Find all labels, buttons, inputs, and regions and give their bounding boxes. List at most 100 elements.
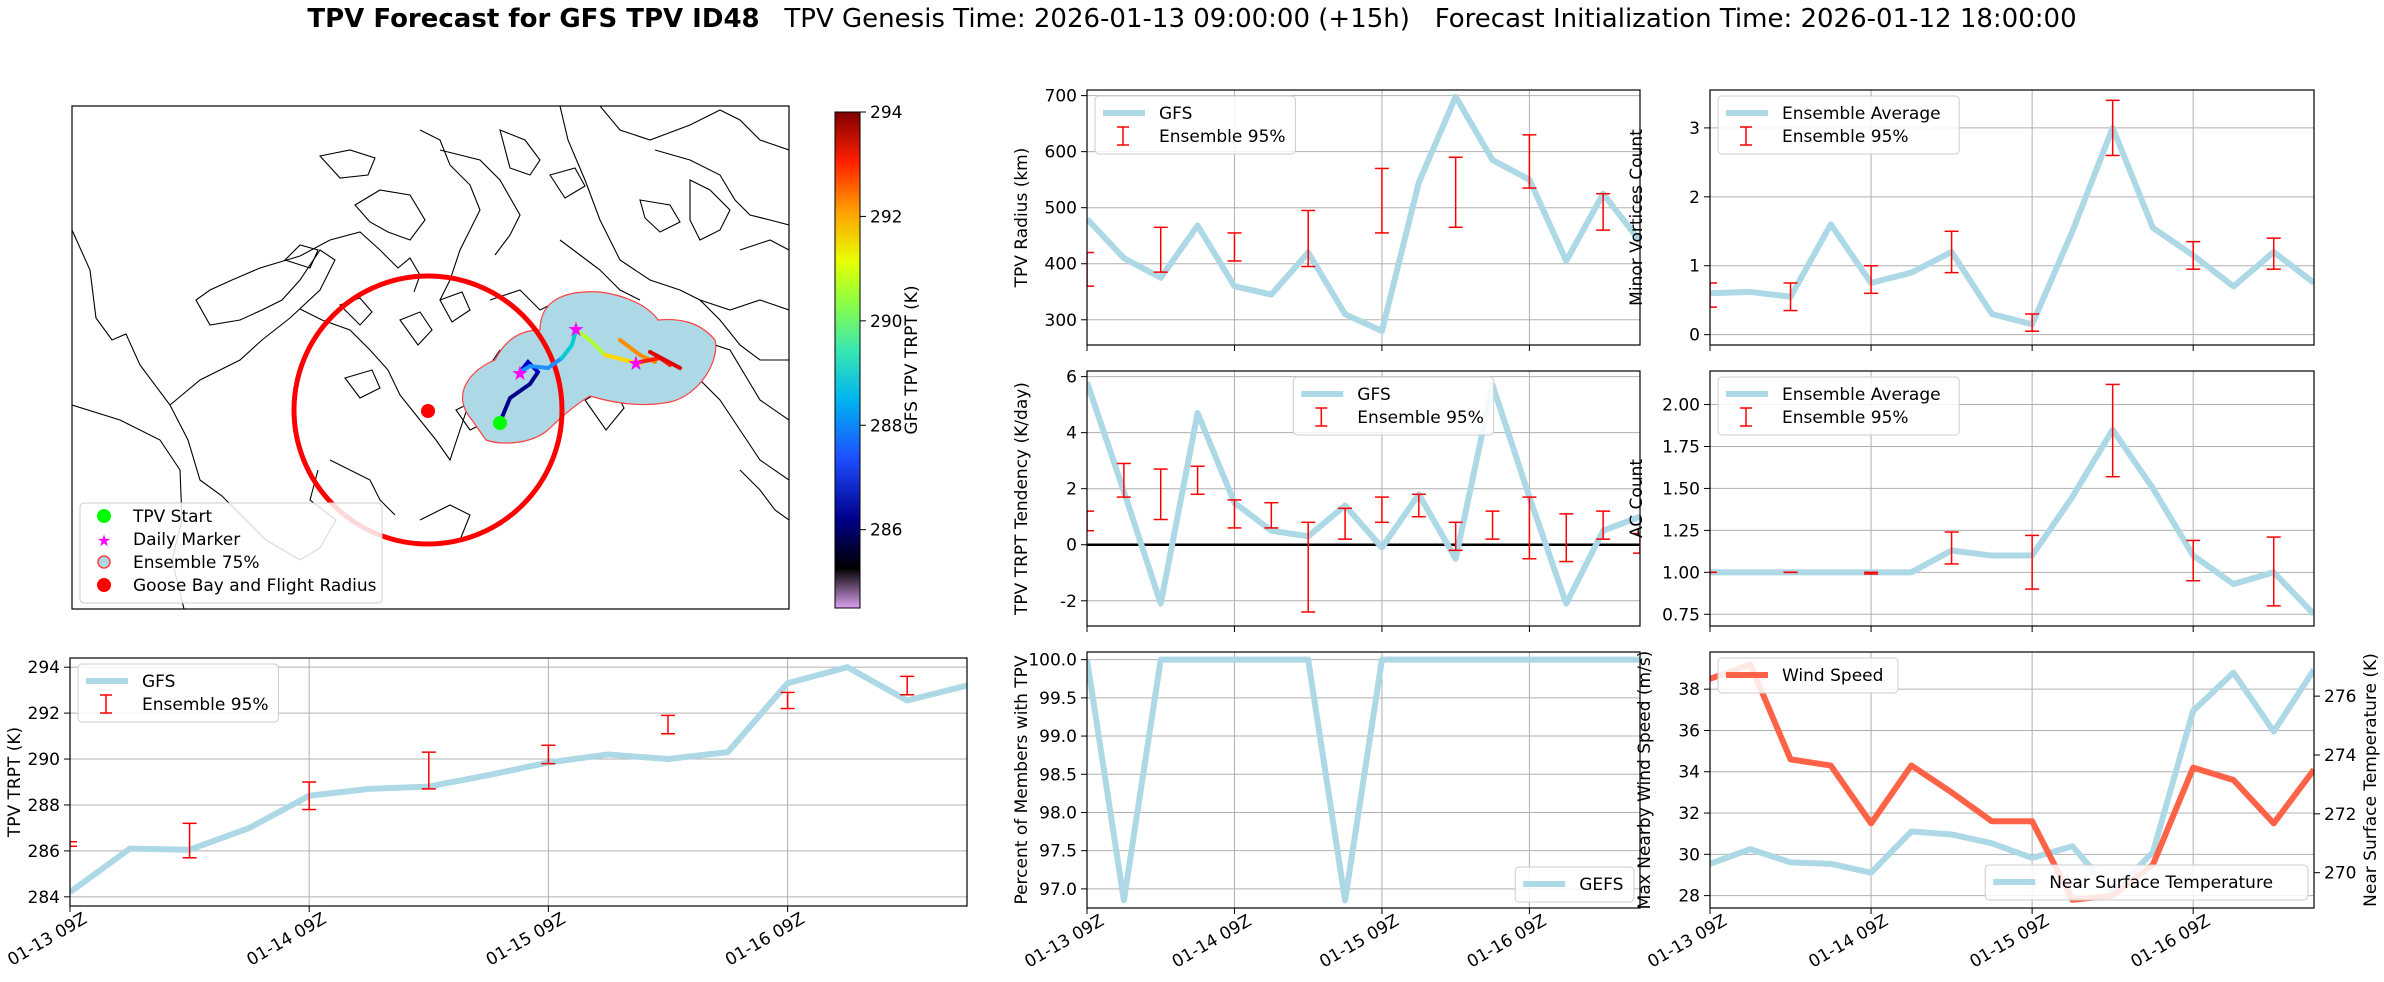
radius-legend-label-0: GFS bbox=[1159, 104, 1192, 124]
tpv-start-marker bbox=[493, 416, 507, 430]
wind-xtick-label-3: 01-16 09Z bbox=[2128, 911, 2214, 972]
wind-legend: Wind Speed bbox=[1717, 657, 1899, 694]
wind-ytick-label-1: 30 bbox=[1678, 845, 1700, 865]
tendency-errorbar-5 bbox=[1264, 501, 1279, 529]
chart-ac: 0.75 1.00 1.25 1.50 1.75 2.00 AC Count Ensemble… bbox=[1627, 370, 2315, 632]
trpt-main-line bbox=[70, 664, 967, 895]
ac-errorbar-5 bbox=[2105, 383, 2120, 478]
tendency-errorbar-10 bbox=[1448, 521, 1463, 552]
wind-ytick-label-4: 36 bbox=[1678, 721, 1700, 741]
genesis-time: TPV Genesis Time: 2026-01-13 09:00:00 (+… bbox=[784, 4, 1410, 34]
percent-legend-box bbox=[1514, 866, 1635, 903]
wind-legend-label-0: Wind Speed bbox=[1782, 666, 1883, 686]
minor-errorbar-0 bbox=[1710, 282, 1717, 308]
trpt-errorbar-5 bbox=[661, 714, 675, 735]
chart-tendency: -2 0 2 4 6 TPV TRPT Tendency (K/day) GFS Ensemb… bbox=[1012, 368, 1641, 632]
legend-ensemble-icon bbox=[97, 555, 111, 569]
ac-plot-area bbox=[1710, 383, 2314, 617]
daily-markers: ★ ★ ★ bbox=[511, 317, 645, 385]
minor-errorbar-1 bbox=[1783, 282, 1798, 312]
trpt-frame bbox=[69, 657, 968, 907]
colorbar-label: GFS TPV TRPT (K) bbox=[902, 285, 922, 434]
chart-radius: 300 400 500 600 700 TPV Radius (km) GFS Ensembl… bbox=[1012, 87, 1641, 351]
daily-marker-2: ★ bbox=[511, 361, 529, 385]
tendency-errorbar-8 bbox=[1374, 496, 1389, 524]
minor-errorbar-3 bbox=[1944, 230, 1959, 274]
tendency-legend: GFS Ensemble 95% bbox=[1292, 376, 1495, 436]
trpt-errorbar-0 bbox=[70, 840, 77, 848]
ac-errorbar-4 bbox=[2025, 534, 2040, 590]
minor-errorbar-6 bbox=[2186, 240, 2201, 270]
wind-ytick-label-3: 34 bbox=[1678, 763, 1700, 783]
tendency-frame bbox=[1086, 370, 1641, 627]
wind-ylabel: Max Nearby Wind Speed (m/s) bbox=[1635, 651, 1655, 910]
minor-errorbar-4 bbox=[2025, 313, 2040, 332]
percent-ytick-label-3: 98.5 bbox=[1039, 765, 1077, 785]
legend-daily-marker-icon: ★ bbox=[97, 531, 111, 550]
radius-errorbar-7 bbox=[1596, 192, 1611, 231]
ac-main-line bbox=[1710, 426, 2314, 617]
daily-marker-1: ★ bbox=[567, 317, 585, 341]
ac-frame bbox=[1709, 370, 2315, 627]
radius-legend-label-1: Ensemble 95% bbox=[1159, 127, 1286, 147]
minor-errorbar-7 bbox=[2266, 237, 2281, 270]
percent-ytick-label-0: 97.0 bbox=[1039, 880, 1077, 900]
tendency-legend-box bbox=[1292, 376, 1495, 436]
wind-legend-2: Near Surface Temperature bbox=[1984, 864, 2309, 901]
figure-title: TPV Forecast for GFS TPV ID48 TPV Genesi… bbox=[0, 4, 2384, 34]
ac-ytick-label-1: 1.00 bbox=[1662, 563, 1700, 583]
ac-legend-label-0: Ensemble Average bbox=[1782, 385, 1941, 405]
init-time: Forecast Initialization Time: 2026-01-12… bbox=[1434, 4, 2077, 34]
tendency-plot-area bbox=[1087, 381, 1640, 613]
ac-errorbar-3 bbox=[1944, 531, 1959, 565]
tendency-errorbar-14 bbox=[1596, 510, 1611, 540]
y2-tick-label-2: 274 bbox=[2324, 746, 2356, 766]
ac-errorbar-7 bbox=[2266, 536, 2281, 607]
tendency-ytick-label-3: 4 bbox=[1066, 424, 1077, 444]
minor-errorbar-2 bbox=[1864, 264, 1879, 295]
percent-xtick-label-3: 01-16 09Z bbox=[1464, 911, 1550, 972]
minor-legend-label-1: Ensemble 95% bbox=[1782, 127, 1909, 147]
ac-ytick-label-3: 1.50 bbox=[1662, 479, 1700, 499]
radius-errorbar-6 bbox=[1522, 134, 1537, 189]
tendency-errorbar-7 bbox=[1338, 507, 1353, 540]
ac-ytick-label-4: 1.75 bbox=[1662, 437, 1700, 457]
tendency-main-line bbox=[1087, 381, 1640, 607]
tendency-errorbar-6 bbox=[1301, 521, 1316, 613]
chart-trpt: 284 286 288 290 292 294 01-13 09Z 01-14 09Z 01-1… bbox=[4, 657, 968, 970]
goose-bay-marker bbox=[421, 404, 435, 418]
trpt-ytick-label-1: 286 bbox=[28, 842, 60, 862]
trpt-legend: GFS Ensemble 95% bbox=[77, 663, 279, 723]
title-bold: TPV Forecast for GFS TPV ID48 bbox=[307, 4, 760, 34]
percent-ytick-label-6: 100.0 bbox=[1028, 651, 1077, 671]
radius-ytick-label-2: 500 bbox=[1045, 199, 1077, 219]
trpt-errorbar-4 bbox=[541, 744, 556, 765]
radius-main-line bbox=[1087, 93, 1640, 334]
trpt-ytick-label-4: 292 bbox=[28, 704, 60, 724]
radius-legend: GFS Ensemble 95% bbox=[1094, 95, 1296, 155]
radius-errorbar-4 bbox=[1374, 167, 1389, 234]
colorbar-ticks: 286 288 290 292 294 bbox=[860, 103, 902, 541]
tendency-ytick-label-0: -2 bbox=[1060, 592, 1077, 612]
tendency-ytick-label-4: 6 bbox=[1066, 368, 1077, 388]
wind-ytick-label-2: 32 bbox=[1678, 804, 1700, 824]
radius-plot-area bbox=[1087, 93, 1640, 334]
wind-plot-area bbox=[1710, 661, 2314, 903]
minor-legend-label-0: Ensemble Average bbox=[1782, 104, 1941, 124]
trpt-legend-box bbox=[77, 663, 279, 723]
chart-minor: 0 1 2 3 Minor Vortices Count Ensemble Average… bbox=[1627, 89, 2315, 351]
radius-errorbar-1 bbox=[1153, 226, 1168, 273]
percent-legend: GEFS bbox=[1514, 866, 1635, 903]
wind-frame bbox=[1709, 651, 2315, 909]
percent-main-line bbox=[1087, 656, 1640, 904]
colorbar-tick-label-4: 294 bbox=[870, 103, 902, 123]
trpt-xtick-label-2: 01-15 09Z bbox=[483, 909, 569, 970]
trpt-plot-area bbox=[70, 664, 967, 895]
percent-frame bbox=[1086, 651, 1641, 909]
trpt-ytick-label-5: 294 bbox=[28, 658, 60, 678]
wind-xtick-label-1: 01-14 09Z bbox=[1805, 911, 1891, 972]
radius-ylabel: TPV Radius (km) bbox=[1012, 148, 1032, 289]
minor-legend-box bbox=[1717, 95, 1960, 155]
tendency-legend-label-0: GFS bbox=[1357, 385, 1390, 405]
